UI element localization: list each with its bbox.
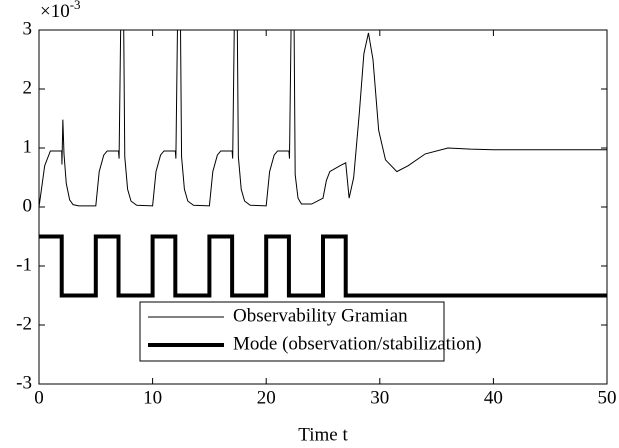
- legend-label: Observability Gramian: [233, 305, 408, 326]
- multiplier-base: ×10: [40, 1, 70, 22]
- y-multiplier: ×10-3: [40, 0, 81, 22]
- series-line: [39, 30, 607, 208]
- x-tick-label: 0: [34, 387, 44, 408]
- legend-label: Mode (observation/stabilization): [233, 333, 482, 354]
- plot-lines: [39, 30, 607, 298]
- multiplier-exponent: -3: [70, 0, 81, 12]
- y-tick-label: -1: [16, 254, 32, 275]
- y-tick-label: 2: [23, 77, 33, 98]
- x-axis-label: Time t: [298, 424, 348, 445]
- y-tick-label: 1: [23, 136, 33, 157]
- x-tick-label: 20: [257, 387, 276, 408]
- y-tick-label: 0: [23, 195, 33, 216]
- y-tick-label: -3: [16, 372, 32, 393]
- x-tick-label: 40: [484, 387, 503, 408]
- y-tick-label: 3: [23, 18, 33, 39]
- legend-box: [139, 301, 445, 362]
- x-tick-label: 30: [370, 387, 389, 408]
- series-line: [39, 234, 607, 298]
- x-tick-label: 50: [598, 387, 617, 408]
- x-tick-label: 10: [143, 387, 162, 408]
- y-tick-label: -2: [16, 313, 32, 334]
